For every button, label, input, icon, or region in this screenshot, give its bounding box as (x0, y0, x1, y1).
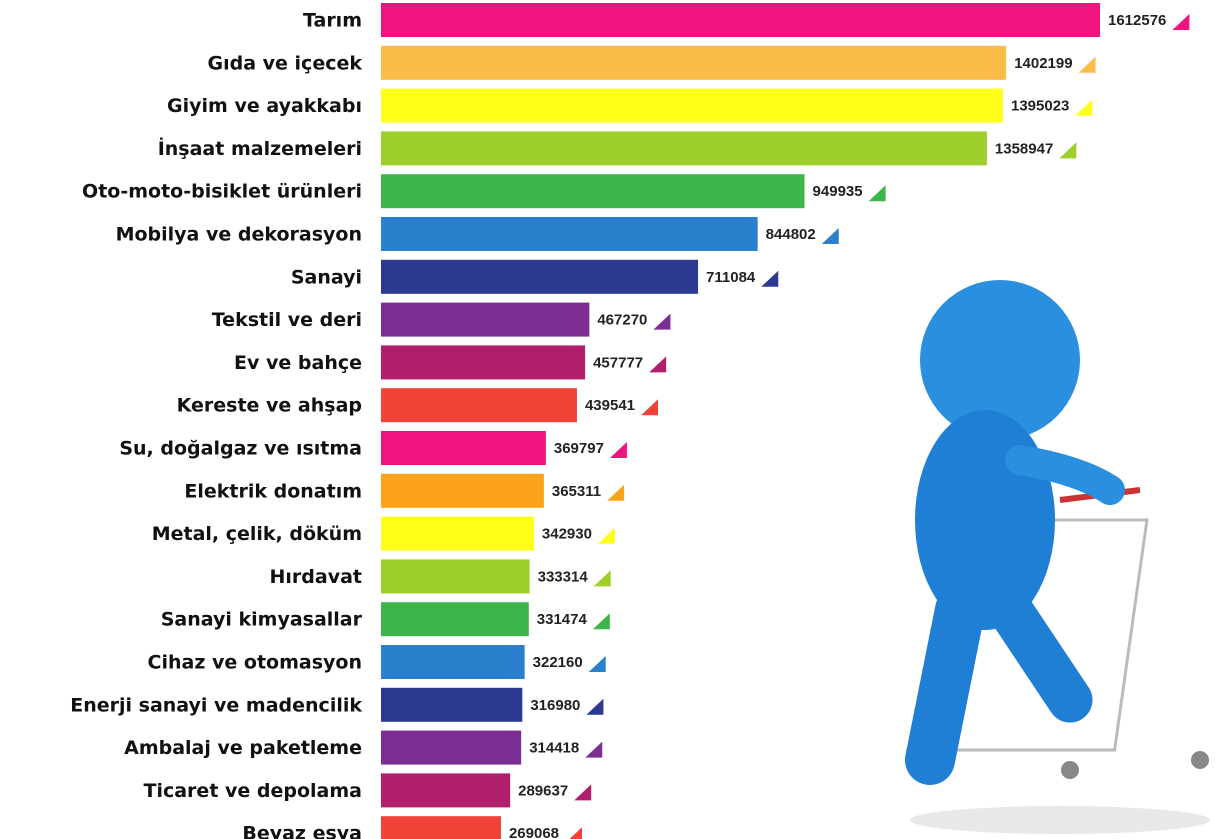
category-label: Su, doğalgaz ve ısıtma (119, 438, 362, 460)
category-label: Tarım (303, 10, 362, 32)
value-marker (585, 741, 603, 758)
bar (381, 687, 523, 722)
category-label: Enerji sanayi ve madencilik (70, 694, 362, 716)
value-label: 322160 (533, 654, 583, 671)
value-marker (1078, 56, 1096, 73)
bar (381, 388, 577, 423)
value-label: 711084 (706, 269, 756, 286)
category-label: Giyim ve ayakkabı (167, 95, 362, 117)
value-marker (586, 698, 604, 715)
value-label: 467270 (597, 312, 647, 329)
value-marker (821, 228, 839, 244)
value-marker (1059, 142, 1077, 159)
value-marker (592, 613, 610, 630)
bars: Tarım 1612576 Gıda ve içecek 1402199 Giyim v… (70, 3, 1190, 839)
bar (381, 516, 534, 551)
bar (381, 45, 1007, 80)
category-label: Sanayi kimyasallar (161, 609, 363, 631)
bar (381, 88, 1003, 123)
value-label: 439541 (585, 397, 635, 414)
value-label: 1402199 (1014, 55, 1072, 72)
category-label: Beyaz eşya (242, 823, 362, 839)
value-marker (649, 356, 667, 373)
bar (381, 473, 544, 508)
category-label: Metal, çelik, döküm (152, 523, 362, 545)
category-label: İnşaat malzemeleri (158, 136, 362, 160)
bar (381, 602, 529, 637)
value-marker (653, 313, 671, 330)
value-label: 342930 (542, 526, 592, 543)
value-marker (569, 827, 583, 839)
category-label: Ev ve bahçe (234, 352, 362, 374)
bar (381, 773, 511, 808)
value-marker (1075, 99, 1093, 116)
value-label: 333314 (538, 568, 589, 585)
value-label: 331474 (537, 611, 588, 628)
value-marker (574, 784, 592, 801)
bar (381, 431, 546, 465)
category-label: Kereste ve ahşap (177, 395, 362, 417)
value-label: 457777 (593, 354, 643, 371)
shopper-illustration (905, 280, 1210, 834)
value-marker (641, 399, 659, 416)
bar (381, 816, 501, 839)
value-label: 369797 (554, 440, 604, 457)
value-marker (607, 484, 625, 501)
category-label: Ambalaj ve paketleme (124, 737, 362, 759)
bar (381, 174, 805, 209)
value-marker (868, 185, 886, 202)
value-label: 314418 (529, 740, 579, 757)
value-marker (761, 270, 779, 287)
category-label: Oto-moto-bisiklet ürünleri (82, 181, 362, 203)
category-label: Ticaret ve depolama (144, 780, 363, 802)
category-label: Tekstil ve deri (212, 309, 362, 331)
value-label: 844802 (766, 226, 816, 243)
bar (381, 3, 1100, 37)
bar (381, 345, 586, 380)
bar (381, 259, 699, 294)
category-label: Hırdavat (270, 566, 363, 588)
bar (381, 730, 522, 765)
value-label: 269068 (509, 825, 559, 839)
value-label: 365311 (552, 483, 601, 500)
value-marker (609, 442, 627, 458)
bar (381, 559, 530, 594)
bar (381, 217, 758, 251)
value-label: 1612576 (1108, 12, 1166, 29)
category-label: Mobilya ve dekorasyon (116, 224, 362, 246)
value-label: 1358947 (995, 140, 1053, 157)
category-label: Gıda ve içecek (208, 52, 363, 74)
bar (381, 302, 590, 337)
bar (381, 645, 525, 679)
value-marker (1172, 14, 1190, 30)
value-label: 949935 (813, 183, 863, 200)
bar (381, 131, 987, 166)
value-marker (593, 570, 611, 587)
value-marker (597, 527, 615, 544)
value-label: 1395023 (1011, 98, 1069, 115)
value-marker (588, 656, 606, 672)
value-label: 316980 (530, 697, 580, 714)
category-label: Elektrik donatım (184, 480, 362, 502)
category-label: Cihaz ve otomasyon (148, 652, 362, 674)
value-label: 289637 (518, 782, 568, 799)
category-label: Sanayi (291, 266, 362, 288)
